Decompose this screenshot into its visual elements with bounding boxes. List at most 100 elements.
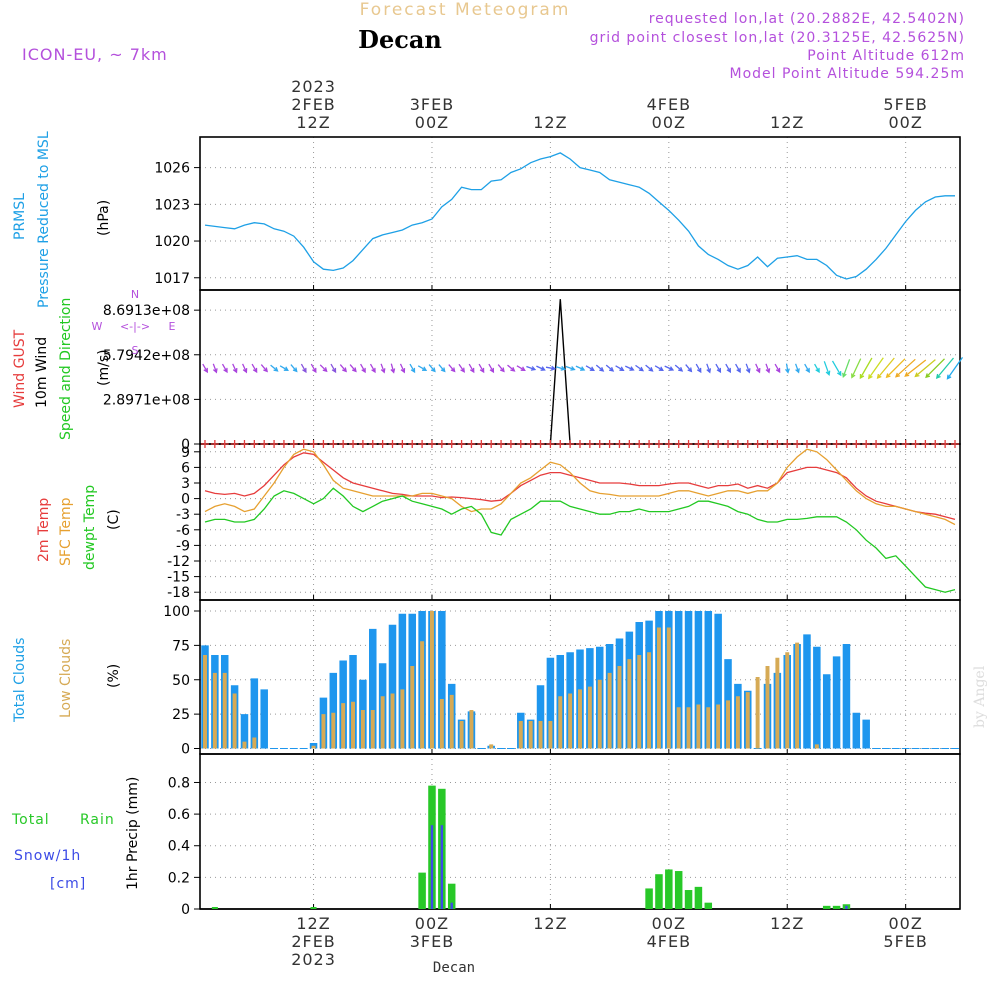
wind-arrow — [804, 363, 810, 374]
low-cloud-bar — [469, 710, 474, 749]
precip-labels: Total Rain Snow/1h [cm] 1hr Precip (mm) — [11, 777, 141, 892]
low-cloud-bar — [716, 704, 721, 749]
gust-marker — [349, 440, 358, 448]
low-cloud-bar — [518, 721, 523, 749]
y-tick-label: 75 — [172, 638, 190, 654]
total-cloud-bar — [546, 657, 555, 749]
label-10m-wind: 10m Wind — [34, 337, 50, 408]
wind-arrow — [794, 363, 800, 374]
gust-marker — [289, 440, 298, 448]
bottom-time-label: 12Z — [296, 914, 330, 933]
low-cloud-bar — [538, 721, 543, 749]
low-cloud-bar — [578, 689, 582, 749]
gust-marker — [901, 440, 910, 448]
label-pressure-msl: Pressure Reduced to MSL — [36, 131, 52, 308]
model-label: ICON-EU, ~ 7km — [22, 45, 168, 64]
rain-bar — [674, 871, 683, 909]
wind-arrow — [585, 365, 595, 371]
label-wind-gust: Wind GUST — [12, 329, 28, 408]
chart-title: Forecast Meteogram — [360, 0, 571, 20]
label-rain: Rain — [80, 812, 115, 828]
wind-arrow — [360, 363, 366, 374]
y-tick-label: -9 — [176, 538, 190, 554]
total-cloud-bar — [694, 611, 703, 749]
total-cloud-bar — [862, 719, 870, 749]
low-cloud-bar — [785, 652, 790, 749]
total-cloud-bar — [822, 674, 831, 749]
wind-arrow — [946, 357, 964, 380]
low-cloud-bar — [637, 655, 642, 749]
gust-marker — [733, 440, 742, 448]
bottom-time-label: 2FEB — [291, 932, 335, 951]
top-time-label: 5FEB — [883, 95, 927, 114]
gust-marker — [881, 440, 890, 448]
gust-marker — [388, 440, 397, 448]
gust-spike-line — [549, 299, 571, 445]
rain-bar — [418, 872, 426, 909]
wind-arrow — [260, 364, 268, 373]
low-cloud-bar — [420, 641, 425, 749]
rain-bar — [832, 905, 841, 909]
y-tick-label: 1017 — [154, 271, 190, 287]
total-cloud-bar — [260, 689, 268, 749]
low-cloud-bar — [587, 686, 592, 749]
bottom-time-label: 00Z — [888, 914, 922, 933]
temp-sfc-line — [204, 448, 956, 526]
gust-marker — [872, 440, 881, 448]
wind-arrow — [745, 363, 751, 374]
total-cloud-bar — [803, 634, 811, 749]
rain-bar — [665, 869, 673, 909]
gust-marker — [931, 440, 940, 448]
low-cloud-bar — [627, 659, 632, 749]
low-cloud-bar — [252, 737, 257, 749]
total-cloud-bar — [240, 714, 249, 749]
low-cloud-bar — [400, 689, 405, 749]
wind-arrow — [516, 365, 526, 371]
low-cloud-bar — [548, 721, 553, 749]
y-tick-label: 0 — [181, 492, 190, 508]
low-cloud-bar — [607, 672, 612, 749]
label-hpa: (hPa) — [96, 200, 112, 236]
gust-marker — [566, 440, 575, 448]
wind-arrow — [212, 363, 218, 374]
top-time-label: 2FEB — [291, 95, 335, 114]
low-cloud-bar — [390, 693, 395, 749]
snow-bar — [440, 825, 444, 909]
bottom-time-label: 12Z — [533, 914, 567, 933]
wind-arrow — [221, 363, 228, 374]
gust-marker — [605, 440, 614, 448]
gust-marker — [852, 440, 861, 448]
top-time-label: 00Z — [888, 113, 922, 132]
wind-arrow — [868, 357, 884, 380]
gust-marker — [250, 440, 259, 448]
gust-marker — [793, 440, 802, 448]
low-cloud-bar — [558, 696, 563, 749]
gust-marker — [378, 440, 387, 448]
location-name: Decan — [358, 25, 442, 54]
gust-marker — [240, 440, 249, 448]
label-precip-mm: 1hr Precip (mm) — [125, 777, 141, 890]
wind-arrow — [635, 364, 645, 372]
rain-bar — [704, 902, 713, 909]
gust-marker — [704, 440, 713, 448]
low-cloud-bar — [568, 693, 573, 749]
y-tick-label: 3 — [181, 476, 190, 492]
low-cloud-bar — [666, 627, 671, 749]
wind-arrow — [851, 358, 862, 379]
wind-arrow — [507, 364, 516, 372]
wind-arrow — [300, 363, 307, 374]
wind-arrow — [251, 363, 258, 374]
low-cloud-bar — [745, 692, 750, 749]
wind-arrow — [735, 363, 741, 374]
label-low-clouds: Low Clouds — [58, 639, 74, 718]
y-tick-label: -6 — [176, 523, 190, 539]
wind-arrow — [330, 363, 337, 374]
panel-frame-5 — [199, 753, 961, 910]
rain-bar — [684, 890, 693, 909]
wind-arrow — [545, 365, 557, 371]
rain-bar — [645, 888, 653, 909]
wind-arrow — [925, 358, 945, 379]
gust-marker — [585, 440, 594, 448]
compass-s: S — [132, 344, 139, 357]
gust-marker — [437, 440, 446, 448]
